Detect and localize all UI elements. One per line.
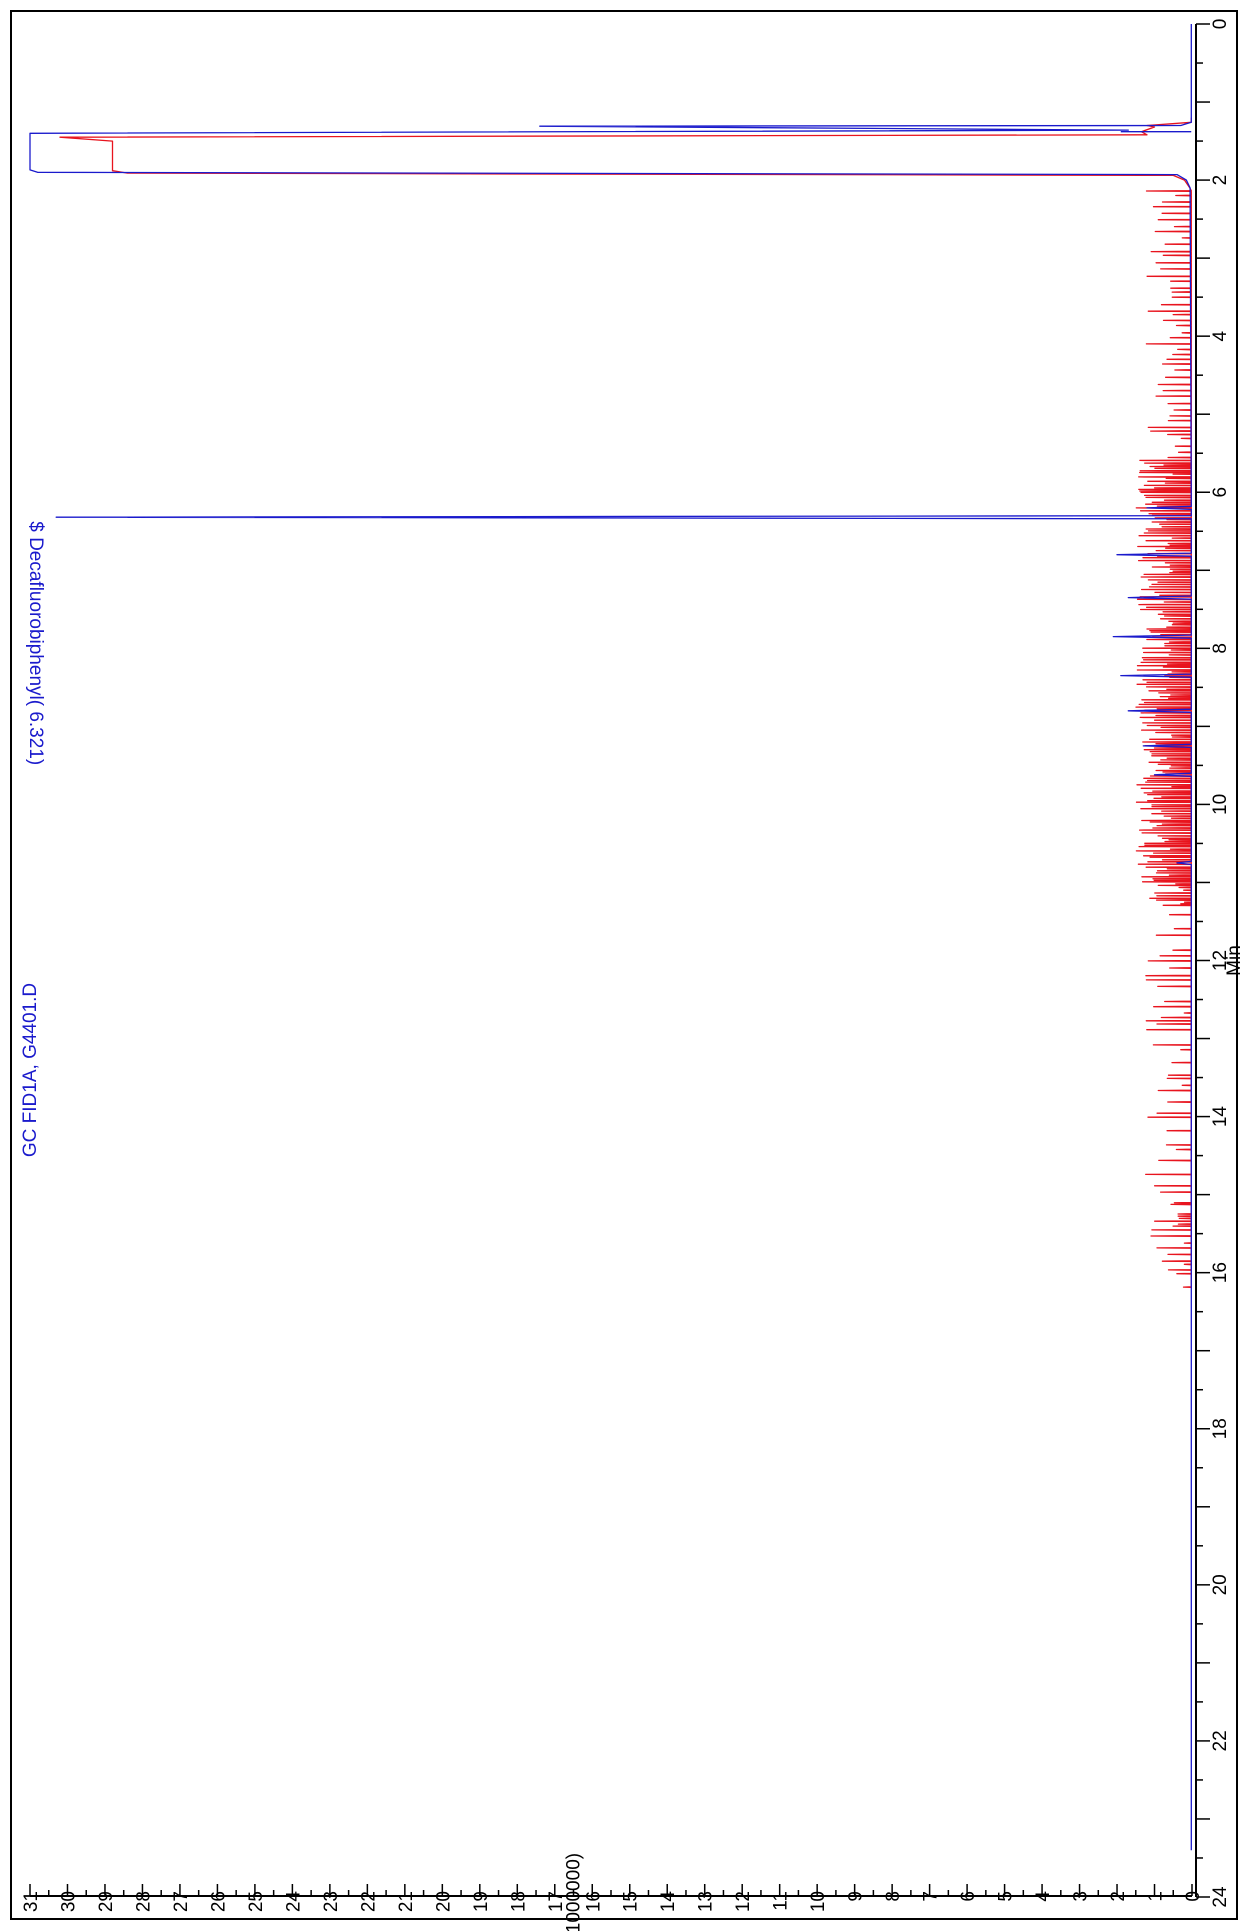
chart-title: GC FID1A, G4401.D (20, 983, 41, 1157)
x-tick-label: 8 (1210, 643, 1231, 654)
y-tick-label: 7 (921, 1891, 942, 1902)
y-tick-label: 2 (1108, 1891, 1129, 1902)
y-tick-label: 31 (21, 1891, 42, 1912)
y-tick-label: 14 (658, 1891, 679, 1913)
y-tick-label: 20 (433, 1891, 454, 1912)
y-tick-label: 11 (771, 1891, 792, 1911)
series-layer (29, 24, 1192, 1851)
y-tick-label: 3 (1071, 1891, 1092, 1902)
x-tick-label: 20 (1210, 1574, 1231, 1595)
y-tick-label: 5 (996, 1891, 1017, 1902)
x-tick-label: 16 (1210, 1262, 1231, 1283)
x-tick-label: 12 (1210, 950, 1231, 971)
y-tick-label: 18 (508, 1891, 529, 1912)
y-tick-label: 16 (583, 1891, 604, 1912)
y-tick-label: 4 (1033, 1891, 1054, 1902)
y-tick-label: 30 (58, 1891, 79, 1912)
series-line-red (59, 117, 1192, 1289)
y-tick-label: 15 (621, 1891, 642, 1912)
y-axis-title: Y ( X1000000) (564, 1853, 585, 1931)
y-tick-label: 1 (1146, 1891, 1167, 1902)
y-axis: 0123456789101112131415161718192021222324… (21, 1853, 1204, 1931)
y-tick-label: 19 (471, 1891, 492, 1912)
y-tick-label: 29 (96, 1891, 117, 1912)
x-tick-label: 24 (1210, 1886, 1231, 1908)
y-tick-label: 24 (283, 1891, 304, 1913)
y-tick-label: 9 (846, 1891, 867, 1902)
x-tick-label: 18 (1210, 1418, 1231, 1439)
x-tick-label: 10 (1210, 794, 1231, 815)
y-tick-label: 13 (696, 1891, 717, 1912)
y-tick-label: 6 (958, 1891, 979, 1902)
x-tick-label: 2 (1210, 175, 1231, 186)
y-tick-label: 10 (808, 1891, 829, 1912)
x-tick-label: 4 (1210, 330, 1231, 341)
y-tick-label: 12 (733, 1891, 754, 1912)
peak-annotation: $ Decafluorobiphenyl( 6.321) (25, 521, 46, 765)
x-axis-title: Min (1224, 945, 1245, 976)
y-tick-label: 25 (246, 1891, 267, 1912)
y-tick-label: 21 (396, 1891, 417, 1912)
series-line-blue (29, 24, 1192, 1851)
x-tick-label: 0 (1210, 19, 1231, 30)
y-tick-label: 0 (1183, 1891, 1204, 1902)
x-tick-label: 14 (1210, 1106, 1231, 1128)
x-tick-label: 6 (1210, 487, 1231, 498)
y-tick-label: 23 (321, 1891, 342, 1912)
y-tick-label: 27 (171, 1891, 192, 1912)
y-tick-label: 28 (133, 1891, 154, 1912)
y-tick-label: 26 (208, 1891, 229, 1912)
text-layer: GC FID1A, G4401.D $ Decafluorobiphenyl( 6… (20, 521, 46, 1157)
y-tick-label: 17 (546, 1891, 567, 1912)
y-tick-label: 8 (883, 1891, 904, 1902)
plot-frame (10, 10, 1238, 1920)
y-tick-label: 22 (358, 1891, 379, 1912)
x-tick-label: 22 (1210, 1730, 1231, 1751)
